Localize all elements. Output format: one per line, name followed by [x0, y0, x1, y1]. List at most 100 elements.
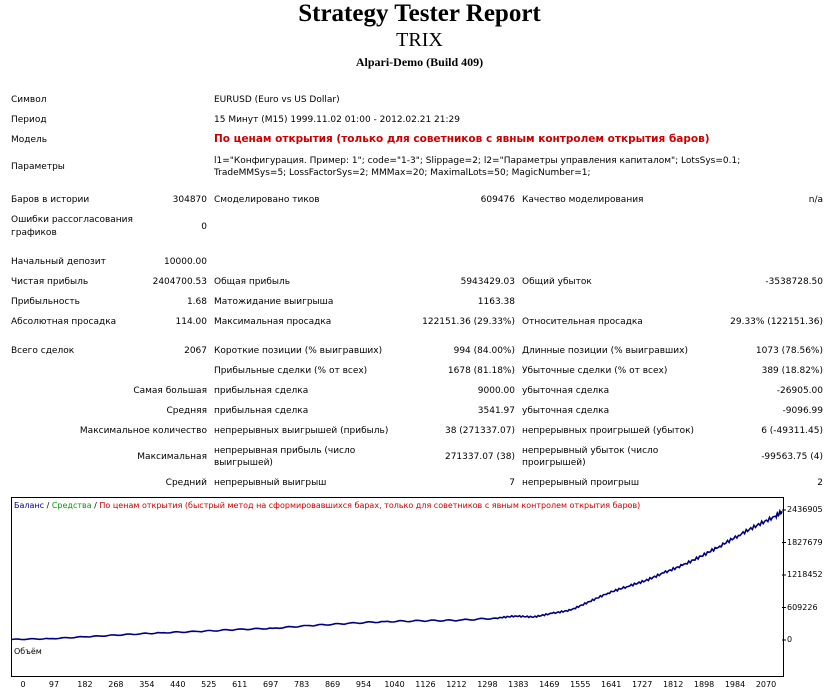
- max-cons-losses-value: 6 (-49311.45): [761, 426, 823, 436]
- legend-equity: Средства: [51, 501, 92, 510]
- symbol-label: Символ: [11, 95, 47, 105]
- legend-separator-2: /: [91, 501, 100, 510]
- y-tick-label: 2436905: [787, 505, 823, 514]
- rel-drawdown-label: Относительная просадка: [522, 317, 643, 327]
- x-tick-label: 97: [48, 680, 60, 689]
- server-name: Alpari-Demo (Build 409): [355, 55, 484, 69]
- ticks-value: 609476: [480, 195, 515, 205]
- max-drawdown-value: 122151.36 (29.33%): [422, 317, 515, 327]
- x-tick-label: 783: [293, 680, 310, 689]
- total-trades-label: Всего сделок: [11, 346, 75, 356]
- legend-model: По ценам открытия (быстрый метод на сфор…: [99, 501, 641, 510]
- model-value: По ценам открытия (только для советников…: [214, 133, 710, 145]
- deposit-value: 10000.00: [164, 257, 207, 267]
- rel-drawdown-value: 29.33% (122151.36): [730, 317, 823, 327]
- maximal-loss-label-1: непрерывный убыток (число: [522, 446, 659, 456]
- average-loss-label: убыточная сделка: [522, 406, 610, 416]
- long-positions-value: 1073 (78.56%): [755, 346, 823, 356]
- max-count-label: Максимальное количество: [79, 426, 207, 436]
- volume-label: Объём: [14, 647, 42, 656]
- loss-trades-label: Убыточные сделки (% от всех): [522, 366, 668, 376]
- x-tick-label: 1727: [631, 680, 653, 689]
- average-profit-value: 3541.97: [477, 406, 515, 416]
- short-positions-value: 994 (84.00%): [453, 346, 515, 356]
- x-tick-label: 2070: [755, 680, 777, 689]
- x-tick-label: 1812: [662, 680, 684, 689]
- x-tick-label: 1555: [570, 680, 591, 689]
- ticks-label: Смоделировано тиков: [214, 195, 320, 205]
- largest-profit-value: 9000.00: [477, 386, 515, 396]
- period-label: Период: [11, 115, 47, 125]
- x-tick-label: 1126: [415, 680, 436, 689]
- x-tick-label: 268: [108, 680, 124, 689]
- volume-chart: [11, 643, 784, 677]
- average-profit-label: прибыльная сделка: [214, 406, 309, 416]
- avg-cons-wins-value: 7: [509, 478, 515, 488]
- max-cons-wins-label: непрерывных выигрышей (прибыль): [214, 426, 389, 436]
- bars-value: 304870: [172, 195, 207, 205]
- avg-cons-losses-label: непрерывный проигрыш: [522, 478, 640, 488]
- net-profit-label: Чистая прибыль: [11, 277, 89, 287]
- max-drawdown-label: Максимальная просадка: [214, 317, 332, 327]
- model-label: Модель: [11, 135, 48, 145]
- params-line-2: TradeMMSys=5; LossFactorSys=2; MMMax=20;…: [214, 168, 591, 178]
- loss-trades-value: 389 (18.82%): [761, 366, 823, 376]
- profit-factor-label: Прибыльность: [11, 297, 80, 307]
- x-tick-label: 611: [232, 680, 248, 689]
- x-tick-label: 1984: [724, 680, 746, 689]
- quality-label: Качество моделирования: [522, 195, 644, 205]
- deposit-label: Начальный депозит: [11, 257, 106, 267]
- largest-label: Самая большая: [133, 386, 207, 396]
- y-tick-label: 1218452: [787, 570, 823, 579]
- x-tick-label: 869: [324, 680, 341, 689]
- largest-loss-value: -26905.00: [776, 386, 823, 396]
- y-tick-label: 609226: [787, 602, 818, 612]
- maximal-profit-label-2: выигрышей): [214, 458, 273, 468]
- mismatch-value: 0: [201, 222, 207, 232]
- x-tick-label: 354: [139, 680, 155, 689]
- largest-loss-label: убыточная сделка: [522, 386, 610, 396]
- total-trades-value: 2067: [184, 346, 207, 356]
- period-value: 15 Минут (M15) 1999.11.02 01:00 - 2012.0…: [214, 115, 460, 125]
- abs-drawdown-value: 114.00: [175, 317, 208, 327]
- x-tick-label: 954: [355, 680, 372, 689]
- report-title: Strategy Tester Report: [298, 0, 541, 27]
- payoff-label: Матожидание выигрыша: [214, 297, 334, 307]
- profit-trades-value: 1678 (81.18%): [447, 366, 515, 376]
- average-loss-value: -9096.99: [782, 406, 823, 416]
- max-cons-losses-label: непрерывных проигрышей (убыток): [522, 426, 695, 436]
- balance-chart: [11, 497, 784, 645]
- x-tick-label: 1040: [384, 680, 405, 689]
- average-label: Средняя: [166, 406, 207, 416]
- chart-legend: Баланс / Средства / По ценам открытия (б…: [14, 501, 640, 510]
- gross-profit-label: Общая прибыль: [214, 277, 291, 287]
- mismatch-label-2: графиков: [11, 228, 57, 238]
- gross-loss-value: -3538728.50: [765, 277, 823, 287]
- y-tick-label: 1827679: [787, 537, 823, 547]
- x-tick-label: 697: [263, 680, 279, 689]
- gross-loss-label: Общий убыток: [522, 277, 592, 287]
- largest-profit-label: прибыльная сделка: [214, 386, 309, 396]
- gross-profit-value: 5943429.03: [460, 277, 515, 287]
- abs-drawdown-label: Абсолютная просадка: [11, 317, 117, 327]
- x-tick-label: 1383: [508, 680, 529, 689]
- x-tick-label: 525: [201, 680, 217, 689]
- avg-cons-losses-value: 2: [817, 478, 823, 488]
- x-tick-label: 1641: [601, 680, 622, 689]
- bars-label: Баров в истории: [11, 195, 90, 205]
- x-tick-label: 182: [77, 680, 93, 689]
- net-profit-value: 2404700.53: [152, 277, 207, 287]
- maximal-label: Максимальная: [137, 452, 207, 462]
- expert-name: TRIX: [396, 29, 443, 51]
- long-positions-label: Длинные позиции (% выигравших): [522, 346, 688, 356]
- avg-cons-wins-label: непрерывный выигрыш: [214, 478, 327, 488]
- balance-line: [11, 508, 783, 641]
- legend-balance: Баланс: [14, 501, 45, 510]
- profit-trades-label: Прибыльные сделки (% от всех): [214, 366, 368, 376]
- params-line-1: l1="Конфигурация. Пример: 1"; code="1-3"…: [214, 156, 741, 166]
- avg-cons-label: Средний: [165, 478, 207, 488]
- profit-factor-value: 1.68: [186, 297, 207, 307]
- maximal-profit-label-1: непрерывная прибыль (число: [214, 446, 356, 456]
- x-tick-label: 1212: [446, 680, 467, 689]
- x-tick-label: 1898: [693, 680, 715, 689]
